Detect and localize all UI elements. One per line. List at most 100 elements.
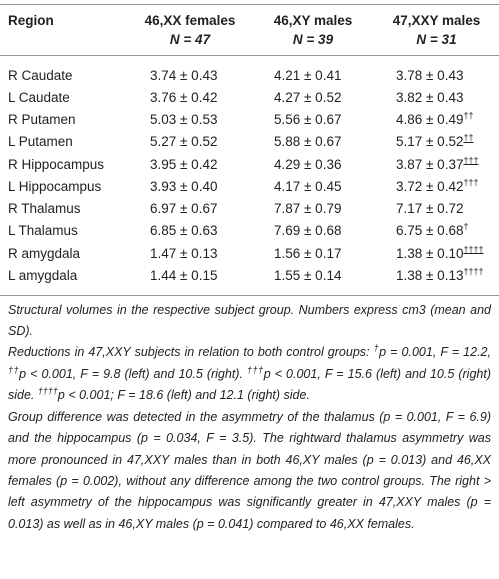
- value: 3.82 ± 0.43: [396, 89, 464, 105]
- value-cell: 3.74 ± 0.43: [128, 56, 252, 87]
- value: 4.21 ± 0.41: [274, 67, 342, 83]
- value-cell: 4.86 ± 0.49††: [374, 108, 499, 130]
- value-cell: 1.55 ± 0.14: [252, 264, 374, 296]
- page: Region 46,XX females 46,XY males 47,XXY mal…: [0, 4, 499, 579]
- value-cell: 3.82 ± 0.43: [374, 86, 499, 108]
- header-n: N = 47: [169, 32, 211, 47]
- footnote: Structural volumes in the respective sub…: [8, 300, 491, 343]
- footnote: Reductions in 47,XXY subjects in relatio…: [8, 342, 491, 406]
- footnote-mark: †: [373, 343, 380, 354]
- value-cell: 3.95 ± 0.42: [128, 153, 252, 175]
- value-cell: 3.78 ± 0.43: [374, 56, 499, 87]
- table-row: R Hippocampus 3.95 ± 0.42 4.29 ± 0.36 3.87 …: [0, 153, 499, 175]
- value-cell: 5.17 ± 0.52††: [374, 131, 499, 153]
- footnote-text: Reductions in 47,XXY subjects in relatio…: [8, 345, 374, 360]
- significance-mark: †††: [463, 155, 479, 166]
- value: 3.74 ± 0.43: [150, 67, 218, 83]
- table-row: R amygdala 1.47 ± 0.13 1.56 ± 0.17 1.38 ± 0…: [0, 242, 499, 264]
- header-cell: Region: [0, 4, 128, 30]
- value-cell: 7.17 ± 0.72: [374, 197, 499, 219]
- significance-mark: ††††: [463, 266, 484, 277]
- value: 5.27 ± 0.52: [150, 134, 218, 150]
- table-header: Region 46,XX females 46,XY males 47,XXY mal…: [0, 4, 499, 56]
- value: 6.85 ± 0.63: [150, 223, 218, 239]
- table-row: R Thalamus 6.97 ± 0.67 7.87 ± 0.79 7.17 ± 0…: [0, 197, 499, 219]
- value-cell: 5.56 ± 0.67: [252, 108, 374, 130]
- value-cell: 3.87 ± 0.37†††: [374, 153, 499, 175]
- value: 4.29 ± 0.36: [274, 156, 342, 172]
- footnote-text: Structural volumes in the respective sub…: [8, 302, 491, 339]
- value-cell: 7.69 ± 0.68: [252, 220, 374, 242]
- header-cell: 47,XXY males: [374, 4, 499, 30]
- significance-mark: ††: [463, 132, 474, 143]
- header-row: Region 46,XX females 46,XY males 47,XXY mal…: [0, 4, 499, 30]
- table-row: L Caudate 3.76 ± 0.42 4.27 ± 0.52 3.82 ± 0.…: [0, 86, 499, 108]
- footnote: Group difference was detected in the asy…: [8, 407, 491, 535]
- value: 1.44 ± 0.15: [150, 268, 218, 284]
- value: 1.47 ± 0.13: [150, 245, 218, 261]
- footnote-text: p = 0.001, F = 12.2,: [379, 345, 491, 360]
- value: 5.17 ± 0.52: [396, 134, 464, 150]
- value: 7.69 ± 0.68: [274, 223, 342, 239]
- footnote-mark: ††††: [37, 386, 58, 397]
- value-cell: 3.72 ± 0.42†††: [374, 175, 499, 197]
- value-cell: 7.87 ± 0.79: [252, 197, 374, 219]
- region-cell: L Caudate: [8, 89, 70, 105]
- header-n-cell: [0, 30, 128, 56]
- region-cell: L amygdala: [0, 264, 128, 296]
- value: 3.93 ± 0.40: [150, 178, 218, 194]
- value-cell: 1.47 ± 0.13: [128, 242, 252, 264]
- table-row: R Caudate 3.74 ± 0.43 4.21 ± 0.41 3.78 ± 0.…: [0, 56, 499, 87]
- significance-mark: ††: [463, 110, 474, 121]
- value-cell: 5.88 ± 0.67: [252, 131, 374, 153]
- value-cell: 1.38 ± 0.10††††: [374, 242, 499, 264]
- region-cell: R Thalamus: [8, 201, 81, 217]
- footnote-text: Group difference was detected in the asy…: [8, 409, 491, 531]
- table-row: L amygdala 1.44 ± 0.15 1.55 ± 0.14 1.38 ± 0…: [0, 264, 499, 296]
- table-row: L Hippocampus 3.93 ± 0.40 4.17 ± 0.45 3.72 …: [0, 175, 499, 197]
- region-cell: L Putamen: [8, 134, 73, 150]
- footnote-text: p < 0.001; F = 18.6 (left) and 12.1 (rig…: [57, 388, 310, 403]
- region-cell: R amygdala: [8, 245, 81, 261]
- value: 3.87 ± 0.37: [396, 156, 464, 172]
- header-cell: 46,XY males: [252, 4, 374, 30]
- footnote-mark: †††: [246, 364, 264, 375]
- value: 1.55 ± 0.14: [274, 268, 342, 284]
- region-cell: R Putamen: [8, 111, 76, 127]
- table-row: L Putamen 5.27 ± 0.52 5.88 ± 0.67 5.17 ± 0.…: [0, 131, 499, 153]
- header-n-cell: N = 31: [374, 30, 499, 56]
- value-cell: 6.85 ± 0.63: [128, 220, 252, 242]
- value-cell: 4.21 ± 0.41: [252, 56, 374, 87]
- value: 7.17 ± 0.72: [396, 201, 464, 217]
- value: 6.75 ± 0.68: [396, 223, 464, 239]
- footnote-text: p < 0.001, F = 15.6 (left) and 10.5 (rig…: [8, 366, 491, 403]
- value-cell: 1.44 ± 0.15: [128, 264, 252, 296]
- region-cell: L Thalamus: [8, 223, 78, 239]
- value-cell: 6.75 ± 0.68†: [374, 220, 499, 242]
- value-cell: 1.38 ± 0.13††††: [374, 264, 499, 296]
- value-cell: 6.97 ± 0.67: [128, 197, 252, 219]
- table-body: R Caudate 3.74 ± 0.43 4.21 ± 0.41 3.78 ± 0.…: [0, 56, 499, 296]
- value: 3.78 ± 0.43: [396, 67, 464, 83]
- table-row: L Thalamus 6.85 ± 0.63 7.69 ± 0.68 6.75 ± 0…: [0, 220, 499, 242]
- value: 5.88 ± 0.67: [274, 134, 342, 150]
- significance-mark: †: [463, 221, 469, 232]
- header-n: N = 31: [416, 32, 457, 47]
- value: 1.56 ± 0.17: [274, 245, 342, 261]
- value-cell: 1.56 ± 0.17: [252, 242, 374, 264]
- value-cell: 3.76 ± 0.42: [128, 86, 252, 108]
- header-cell: 46,XX females: [128, 4, 252, 30]
- footnote-mark: ††: [8, 364, 20, 375]
- value-cell: 3.93 ± 0.40: [128, 175, 252, 197]
- value: 3.95 ± 0.42: [150, 156, 218, 172]
- value-cell: 4.27 ± 0.52: [252, 86, 374, 108]
- table-row: R Putamen 5.03 ± 0.53 5.56 ± 0.67 4.86 ± 0.…: [0, 108, 499, 130]
- value: 3.76 ± 0.42: [150, 89, 218, 105]
- significance-mark: ††††: [463, 244, 484, 255]
- significance-mark: †††: [463, 177, 479, 188]
- footnote-text: p < 0.001, F = 9.8 (left) and 10.5 (righ…: [19, 366, 247, 381]
- header-n-cell: N = 47: [128, 30, 252, 56]
- value-cell: 5.03 ± 0.53: [128, 108, 252, 130]
- footnotes: Structural volumes in the respective sub…: [0, 296, 499, 535]
- header-n-cell: N = 39: [252, 30, 374, 56]
